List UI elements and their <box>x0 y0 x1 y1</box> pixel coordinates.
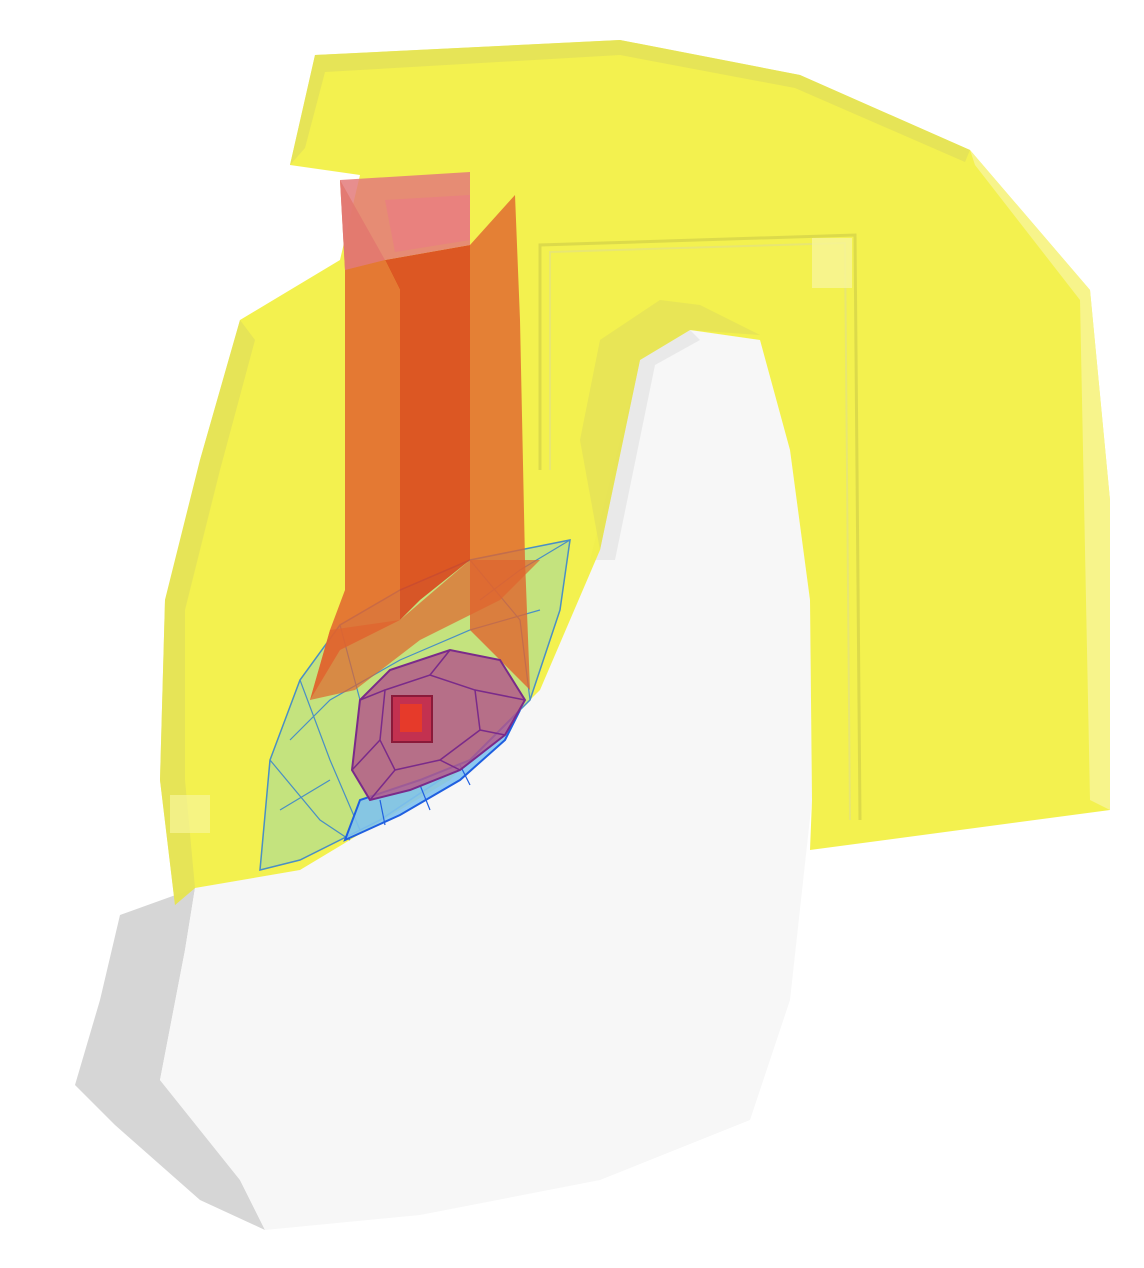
yellow-inner-frame-2 <box>549 241 851 821</box>
yellow-inner-frame <box>538 233 862 821</box>
base-block-shadow-face <box>75 888 265 1230</box>
yellow-small-square-1 <box>812 238 852 288</box>
yellow-arch-inner-edge <box>580 300 760 550</box>
base-block-bevel <box>590 330 700 560</box>
yellow-shell-rim-right <box>970 150 1110 810</box>
yellow-small-square-2 <box>170 795 210 833</box>
orange-column-flare <box>310 560 540 700</box>
purple-mesh-lines <box>351 649 526 801</box>
orange-column-front-face <box>385 245 470 620</box>
yellow-shell-rim-top <box>290 40 970 165</box>
red-core-inner <box>400 704 422 732</box>
orange-column-left-face <box>310 180 400 700</box>
yellow-shell-rim-left <box>160 320 255 905</box>
orange-column-top-inner <box>385 195 470 252</box>
base-block-face <box>160 330 812 1230</box>
